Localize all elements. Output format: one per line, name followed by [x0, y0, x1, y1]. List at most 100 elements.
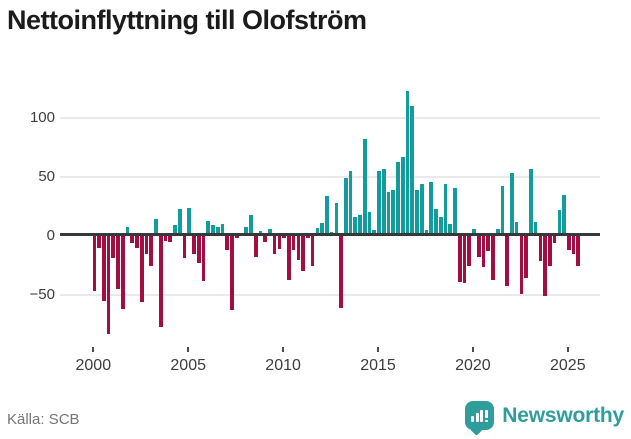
- bar: [476, 236, 481, 258]
- x-axis-tick: [282, 347, 285, 352]
- bar: [343, 178, 348, 236]
- bar: [116, 236, 120, 290]
- bar: [168, 236, 173, 242]
- bar: [325, 195, 329, 236]
- bar: [296, 236, 301, 260]
- bar: [400, 156, 405, 236]
- bar: [415, 189, 419, 236]
- x-axis-tick-label: 2020: [455, 357, 491, 374]
- bar: [234, 236, 239, 239]
- bar: [220, 224, 225, 236]
- bar: [481, 236, 486, 267]
- bar: [139, 236, 144, 303]
- newsworthy-logo[interactable]: Newsworthy: [465, 401, 624, 436]
- bar: [438, 217, 443, 236]
- bar: [396, 161, 400, 236]
- x-axis-tick-label: 2005: [170, 357, 206, 374]
- bar: [177, 208, 182, 236]
- bar: [272, 236, 277, 254]
- bar: [529, 168, 533, 236]
- bar: [434, 208, 438, 236]
- bar: [334, 202, 339, 236]
- bar: [201, 236, 206, 281]
- bar: [467, 236, 472, 266]
- bar: [187, 207, 192, 236]
- x-axis-tick: [92, 347, 95, 352]
- bar: [457, 236, 462, 283]
- y-axis-tick-label: −50: [29, 286, 55, 303]
- bar: [443, 184, 448, 236]
- bar: [358, 214, 362, 236]
- chart-title: Nettoinflyttning till Olofström: [7, 5, 367, 35]
- x-axis-tick-label: 2000: [75, 357, 112, 374]
- bar: [215, 226, 220, 236]
- newsworthy-wordmark: Newsworthy: [502, 403, 624, 427]
- y-axis-tick-label: 50: [38, 168, 55, 185]
- bar: [287, 236, 291, 280]
- bar: [97, 236, 101, 248]
- bar: [263, 236, 267, 242]
- bar: [173, 225, 177, 236]
- bar: [163, 236, 168, 241]
- bar: [405, 90, 410, 236]
- bar: [125, 226, 130, 236]
- bar: [225, 236, 230, 251]
- bar: [519, 236, 524, 294]
- bar: [106, 236, 111, 334]
- bar: [182, 236, 187, 259]
- gridline: [60, 294, 600, 296]
- x-axis-tick: [377, 347, 379, 352]
- bar: [249, 214, 253, 236]
- bar: [135, 236, 139, 248]
- bar: [101, 236, 106, 301]
- gridline: [60, 176, 600, 178]
- bar: [154, 219, 158, 236]
- bar: [548, 236, 552, 266]
- bar: [282, 236, 286, 239]
- bar: [429, 181, 434, 236]
- bar: [92, 236, 97, 292]
- bar: [244, 226, 249, 236]
- bar: [453, 187, 457, 236]
- bar: [571, 236, 576, 254]
- bar: [514, 221, 519, 236]
- bar: [111, 236, 116, 259]
- bar: [552, 236, 557, 244]
- bar: [144, 236, 149, 254]
- bar: [495, 228, 500, 236]
- bar: [391, 189, 396, 236]
- bar: [192, 236, 196, 254]
- bar: [510, 173, 514, 236]
- bar-chart-bubble-icon: [465, 401, 495, 436]
- bar: [505, 236, 509, 286]
- bar: [230, 236, 234, 311]
- x-axis-tick-label: 2015: [360, 357, 396, 374]
- bar: [348, 171, 353, 236]
- x-axis-tick-label: 2025: [550, 357, 586, 374]
- bar: [367, 212, 372, 236]
- bar: [315, 227, 320, 236]
- bar: [419, 184, 424, 236]
- bar: [339, 236, 343, 308]
- bar: [253, 236, 258, 258]
- bar: [277, 236, 282, 249]
- bar: [462, 236, 467, 284]
- zero-axis-line: [60, 233, 600, 236]
- bar: [410, 106, 415, 236]
- bar: [472, 228, 476, 236]
- bar: [158, 236, 163, 327]
- bar: [320, 223, 324, 236]
- source-label: Källa: SCB: [7, 411, 80, 428]
- bar: [196, 236, 201, 264]
- bar: [130, 236, 135, 244]
- bar: [120, 236, 125, 310]
- bar: [310, 236, 315, 266]
- x-axis-tick: [187, 347, 190, 352]
- bar: [301, 236, 305, 272]
- bar: [377, 171, 381, 236]
- bar: [557, 210, 562, 236]
- y-axis-tick-label: 0: [46, 227, 55, 244]
- bar: [268, 228, 272, 236]
- bar: [448, 224, 453, 236]
